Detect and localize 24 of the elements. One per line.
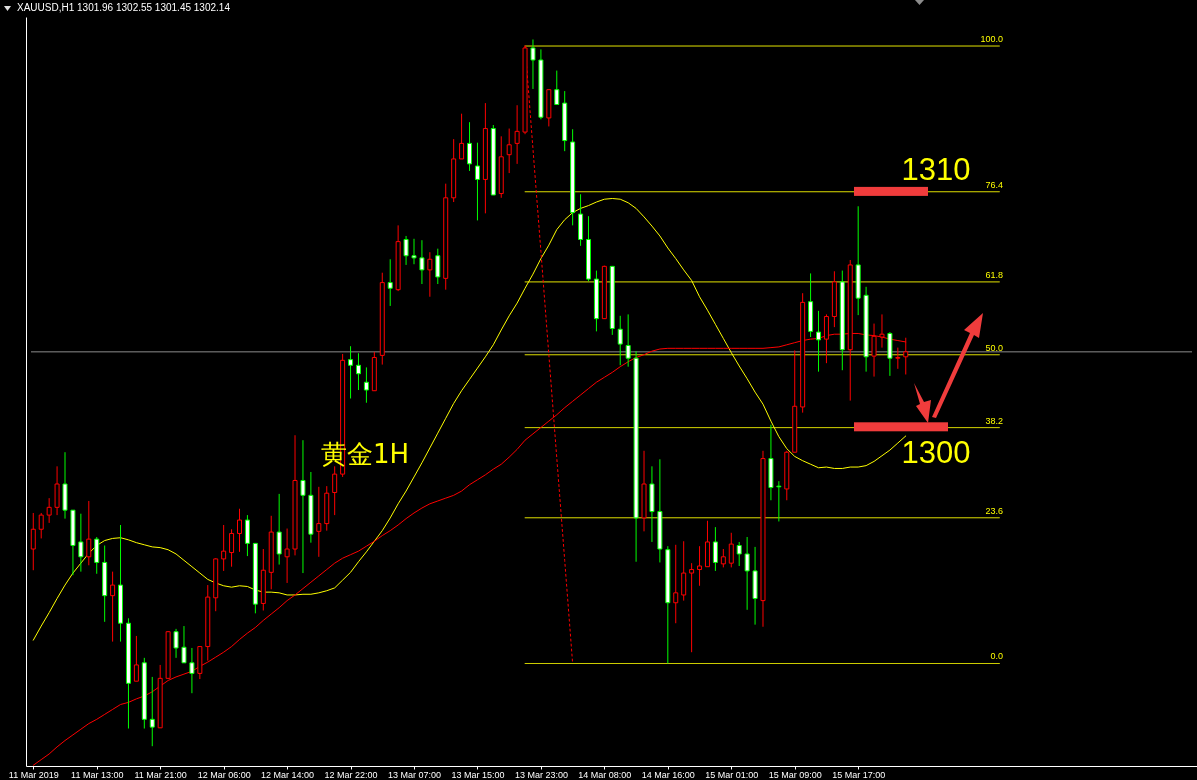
x-tick-label: 13 Mar 23:00 (514, 769, 568, 780)
x-tick-label: 13 Mar 07:00 (387, 769, 442, 780)
x-tick-label: 13 Mar 15:00 (451, 769, 505, 780)
annotation: 1300 (901, 434, 971, 470)
chart-title: XAUUSD,H1 1301.96 1302.55 1301.45 1302.14 (17, 2, 231, 13)
ref-line-label: 23.6 (985, 505, 1003, 516)
ref-line-label: 50.0 (985, 342, 1003, 353)
x-tick-label: 11 Mar 2019 (8, 769, 59, 780)
x-tick-label: 11 Mar 21:00 (134, 769, 187, 780)
ref-line-label: 100.0 (980, 34, 1003, 45)
x-tick-label: 15 Mar 17:00 (832, 769, 886, 780)
x-tick-label: 11 Mar 13:00 (71, 769, 124, 780)
x-tick-label: 14 Mar 08:00 (578, 769, 632, 780)
annotation: 1310 (901, 152, 971, 188)
ref-line-label: 38.2 (985, 415, 1003, 426)
x-tick-label: 12 Mar 14:00 (261, 769, 315, 780)
x-tick-label: 12 Mar 06:00 (197, 769, 251, 780)
x-tick-label: 14 Mar 16:00 (641, 769, 695, 780)
ref-line-label: 76.4 (985, 179, 1003, 190)
x-tick-label: 15 Mar 01:00 (705, 769, 759, 780)
x-tick-label: 12 Mar 22:00 (324, 769, 378, 780)
x-tick-label: 15 Mar 09:00 (768, 769, 822, 780)
ref-line-label: 61.8 (985, 269, 1003, 280)
ref-line-label: 0.0 (990, 651, 1003, 662)
